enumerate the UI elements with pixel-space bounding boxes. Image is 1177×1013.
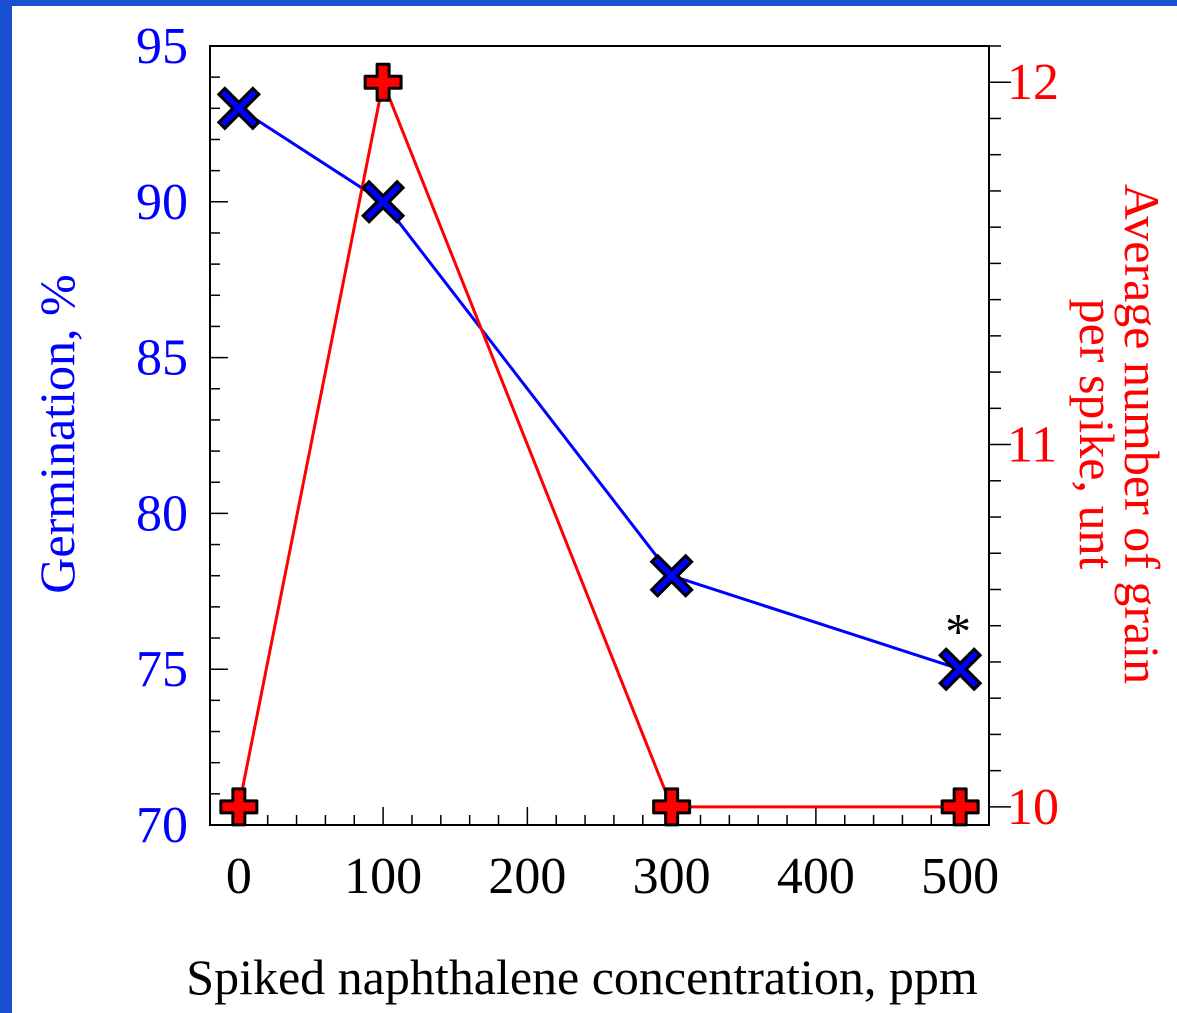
series-1-plus-marker [652, 787, 692, 827]
right-axis-ticks: 10 11 12 [989, 45, 1059, 836]
left-tick-label: 85 [136, 330, 188, 387]
left-tick-label: 80 [136, 485, 188, 542]
x-tick-label: 500 [921, 848, 999, 905]
series-0-x-marker [938, 647, 983, 692]
series-1-plus-marker [940, 787, 980, 827]
left-axis-ticks: 70 75 80 85 90 95 [136, 18, 228, 854]
x-tick-label: 200 [488, 848, 566, 905]
plot-frame [209, 45, 990, 826]
right-tick-label: 11 [1007, 417, 1057, 474]
x-tick-label: 0 [226, 848, 252, 905]
x-tick-label: 100 [344, 848, 422, 905]
x-axis-ticks: 0 100 200 300 400 500 [226, 807, 999, 905]
chart-panel: 70 75 80 85 90 95 10 11 12 0 100 200 300 400 500 * S… [12, 6, 1177, 1013]
series-layer [216, 62, 983, 827]
y-axis-title-right-line1: Average number of grain [1114, 184, 1170, 684]
series-1-plus-marker [363, 62, 403, 102]
series-line-0 [238, 107, 961, 671]
series-line-1 [237, 76, 961, 809]
y-axis-title-right-line2: per spike, unt [1069, 299, 1125, 570]
left-tick-label: 70 [136, 797, 188, 854]
y-axis-title-left: Germination, % [29, 274, 85, 593]
right-tick-label: 10 [1007, 779, 1059, 836]
series-1-plus-marker [219, 787, 259, 827]
series-0-x-marker [360, 179, 406, 224]
chart-svg: 70 75 80 85 90 95 10 11 12 0 100 200 300 400 500 * S… [29, 18, 1170, 1005]
right-tick-label: 12 [1007, 54, 1059, 111]
x-tick-label: 300 [633, 848, 711, 905]
left-tick-label: 75 [136, 641, 188, 698]
annotation-layer: * [945, 604, 971, 661]
x-axis-title: Spiked naphthalene concentration, ppm [186, 949, 978, 1005]
x-tick-label: 400 [777, 848, 855, 905]
series-0-x-marker [216, 86, 261, 131]
left-tick-label: 95 [136, 18, 188, 75]
series-0-x-marker [649, 553, 694, 598]
left-tick-label: 90 [136, 174, 188, 231]
significance-marker: * [945, 604, 971, 661]
